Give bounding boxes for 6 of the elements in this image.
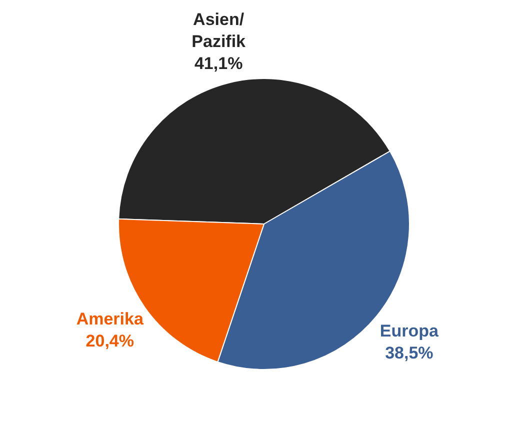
data-label: 20,4%: [86, 331, 134, 350]
slice-label: Europa: [380, 321, 440, 340]
data-label: 38,5%: [385, 343, 434, 362]
slice-label: Asien/ Pazifik: [192, 10, 246, 51]
slice-label: Amerika: [76, 309, 144, 328]
data-label: 41,1%: [194, 54, 243, 73]
